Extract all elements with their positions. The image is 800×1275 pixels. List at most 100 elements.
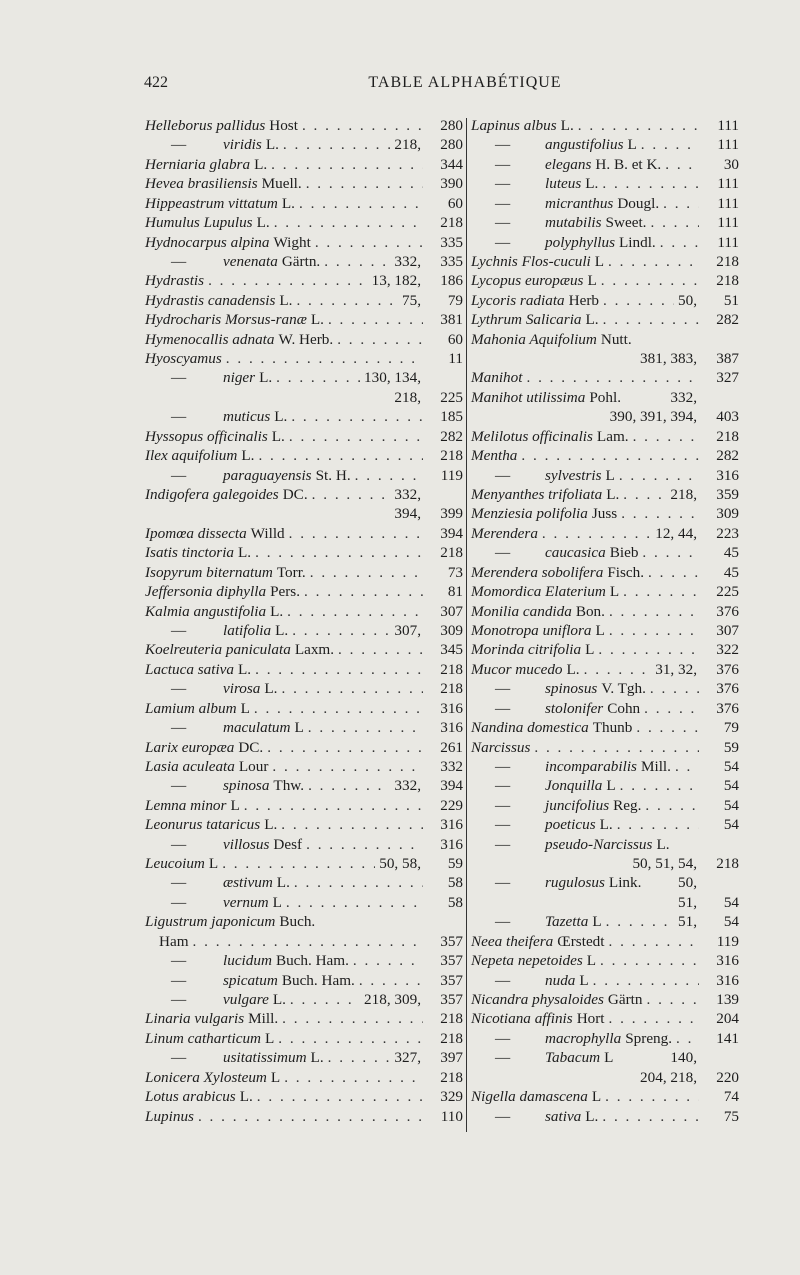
entry-author: Host	[269, 117, 298, 134]
index-entry: Hyoscyamus 11	[145, 349, 463, 368]
entry-author: L.	[606, 486, 620, 504]
entry-page: 111	[717, 175, 739, 193]
dot-leader	[337, 330, 423, 349]
dot-leader	[274, 213, 423, 232]
dot-leader	[302, 116, 423, 135]
entry-page: 357	[440, 932, 463, 950]
entry-name: Nigella damascena	[471, 1088, 588, 1106]
entry-author: L.	[238, 660, 252, 678]
dot-leader	[308, 776, 390, 795]
entry-page: 225	[716, 583, 739, 601]
entry-name: Kalmia angustifolia	[145, 602, 267, 620]
dot-leader	[609, 1009, 699, 1028]
entry-name: Lasia aculeata	[145, 757, 235, 775]
column-divider	[466, 118, 467, 1132]
entry-name: Lychnis Flos-cuculi	[471, 252, 591, 270]
entry-page: 307	[716, 621, 739, 639]
entry-name: Hydrastis	[145, 272, 205, 290]
entry-page: 390	[440, 175, 463, 193]
entry-page: 359	[716, 486, 739, 504]
dot-leader	[665, 155, 699, 174]
entry-page-refs: 50, 58,	[379, 855, 421, 873]
entry-name: caucasica	[545, 544, 606, 562]
dot-leader	[290, 990, 360, 1009]
entry-page-refs: 31, 32,	[655, 660, 697, 678]
entry-author: L.	[264, 680, 278, 698]
dot-leader	[328, 310, 423, 329]
entry-author: L.	[656, 835, 670, 853]
dot-leader	[315, 233, 423, 252]
entry-name: Mucor mucedo	[471, 660, 563, 678]
entry-name: Nandina domestica	[471, 719, 589, 737]
entry-author: L	[604, 1049, 614, 1067]
entry-dash: —	[495, 835, 511, 853]
dot-leader	[645, 796, 699, 815]
entry-page: 79	[723, 719, 739, 737]
entry-author: Herb	[568, 291, 600, 309]
dot-leader	[359, 971, 423, 990]
entry-author: L	[265, 1029, 275, 1047]
entry-author: Bon.	[575, 602, 605, 620]
entry-name: Manihot utilissima	[471, 388, 586, 406]
entry-author: Juss	[591, 505, 618, 523]
entry-author: L	[230, 796, 240, 814]
entry-name: Monilia candida	[471, 602, 572, 620]
entry-author: DC.	[238, 738, 264, 756]
entry-author: L.	[560, 117, 574, 134]
entry-dash: —	[171, 874, 187, 892]
entry-name: pseudo-Narcissus	[545, 835, 653, 853]
entry-name: stolonifer	[545, 699, 604, 717]
dot-leader	[620, 776, 699, 795]
entry-page: 60	[447, 194, 463, 212]
dot-leader	[578, 116, 699, 135]
dot-leader	[636, 718, 699, 737]
entry-name: Lactuca sativa	[145, 660, 235, 678]
entry-name: Morinda citrifolia	[471, 641, 582, 659]
entry-page: 225	[440, 388, 463, 406]
entry-name: Manihot	[471, 369, 523, 387]
entry-author: L	[294, 719, 304, 737]
dot-leader	[284, 1068, 423, 1087]
entry-name: Lycoris radiata	[471, 291, 565, 309]
index-entry: Narcissus 59	[471, 738, 739, 757]
entry-author: L.	[270, 602, 284, 620]
entry-author: Gärtn.	[281, 252, 321, 270]
entry-name: Linaria vulgaris	[145, 1010, 245, 1028]
dot-leader	[294, 873, 423, 892]
dot-leader	[646, 990, 699, 1009]
entry-author: L.	[256, 214, 270, 232]
entry-name: Hyoscyamus	[145, 350, 222, 368]
index-entry: — pseudo-Narcissus L.	[471, 835, 739, 854]
entry-page: 111	[717, 233, 739, 251]
entry-page: 399	[440, 505, 463, 523]
entry-name: villosus	[223, 835, 270, 853]
entry-page: 223	[716, 524, 739, 542]
dot-leader	[600, 951, 699, 970]
dot-leader	[306, 174, 423, 193]
entry-name: micranthus	[545, 194, 614, 212]
entry-page-refs: 75,	[402, 291, 421, 309]
entry-name: spicatum	[223, 971, 278, 989]
entry-author: Lam.	[596, 427, 629, 445]
dot-leader	[609, 932, 700, 951]
entry-name: poeticus	[545, 816, 596, 834]
dot-leader	[602, 174, 699, 193]
entry-page: 316	[440, 699, 463, 717]
entry-name: Lonicera Xylosteum	[145, 1068, 267, 1086]
